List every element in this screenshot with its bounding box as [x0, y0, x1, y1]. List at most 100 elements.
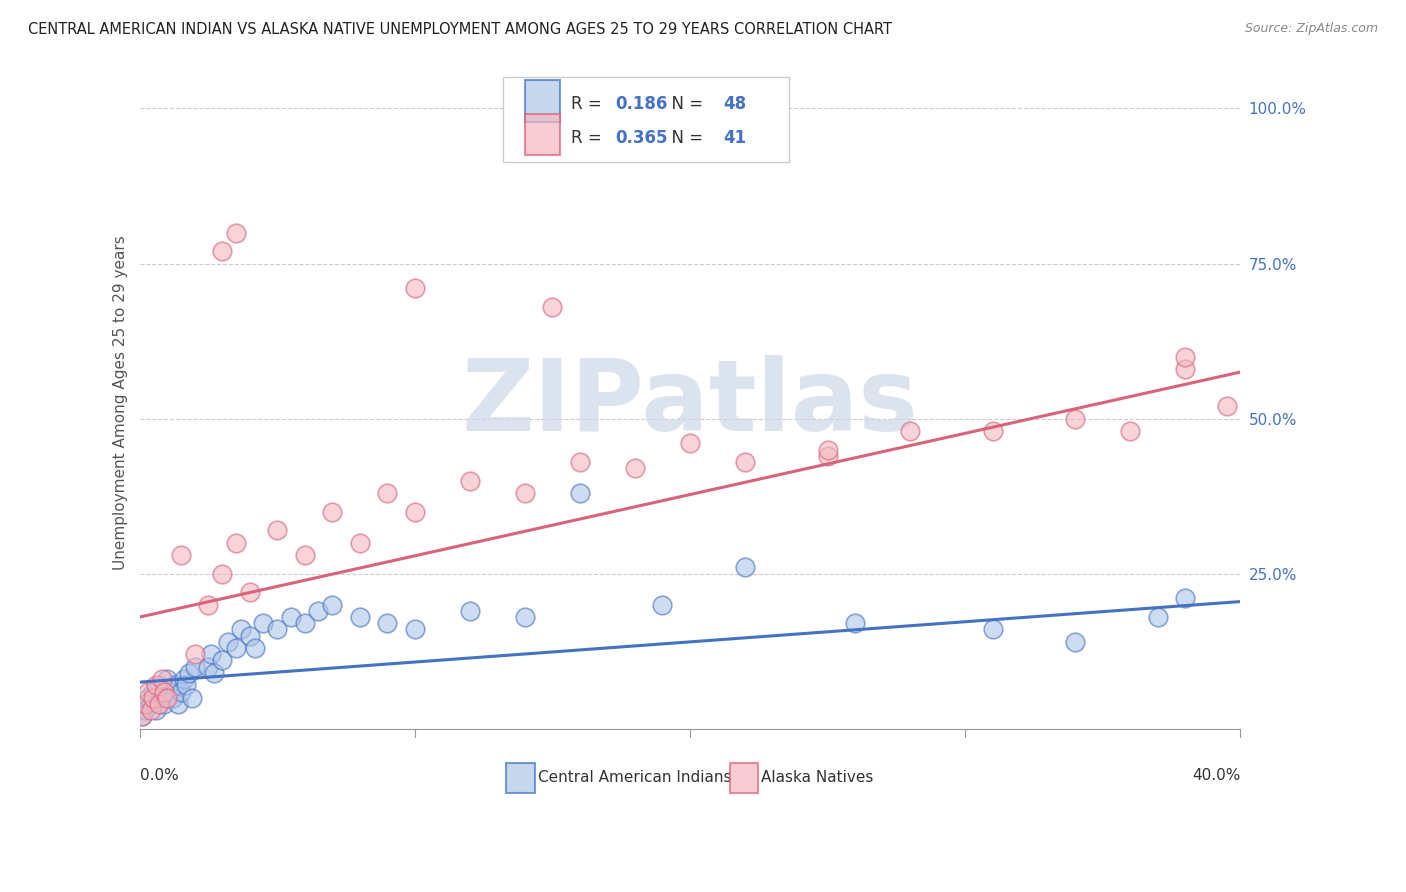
- Point: [817, 449, 839, 463]
- Point: [202, 665, 225, 680]
- Text: N =: N =: [661, 95, 709, 113]
- Point: [217, 635, 239, 649]
- Point: [176, 678, 198, 692]
- Point: [252, 616, 274, 631]
- Point: [1119, 424, 1142, 438]
- Point: [134, 697, 156, 711]
- Point: [131, 709, 153, 723]
- Point: [159, 684, 181, 698]
- Point: [294, 548, 316, 562]
- Text: 48: 48: [723, 95, 747, 113]
- Point: [231, 623, 253, 637]
- Point: [136, 690, 159, 705]
- Point: [225, 535, 247, 549]
- Point: [375, 486, 398, 500]
- Point: [1146, 610, 1168, 624]
- FancyBboxPatch shape: [503, 78, 789, 162]
- Point: [145, 703, 167, 717]
- Point: [180, 690, 202, 705]
- Point: [131, 709, 153, 723]
- Point: [651, 598, 673, 612]
- Point: [679, 436, 702, 450]
- Point: [239, 629, 262, 643]
- Point: [280, 610, 302, 624]
- Y-axis label: Unemployment Among Ages 25 to 29 years: Unemployment Among Ages 25 to 29 years: [114, 235, 128, 571]
- FancyBboxPatch shape: [524, 80, 560, 121]
- Point: [173, 672, 195, 686]
- FancyBboxPatch shape: [730, 764, 758, 793]
- Point: [513, 486, 536, 500]
- Text: 0.186: 0.186: [614, 95, 668, 113]
- Text: Source: ZipAtlas.com: Source: ZipAtlas.com: [1244, 22, 1378, 36]
- Point: [266, 523, 288, 537]
- Point: [148, 678, 170, 692]
- Point: [142, 690, 165, 705]
- Point: [1174, 350, 1197, 364]
- Point: [153, 697, 176, 711]
- Point: [513, 610, 536, 624]
- Point: [568, 455, 591, 469]
- Point: [134, 703, 156, 717]
- Point: [183, 659, 205, 673]
- Point: [142, 684, 165, 698]
- FancyBboxPatch shape: [524, 113, 560, 155]
- Point: [170, 684, 193, 698]
- Point: [156, 690, 179, 705]
- Point: [156, 672, 179, 686]
- Point: [225, 641, 247, 656]
- Point: [239, 585, 262, 599]
- Point: [150, 672, 173, 686]
- Point: [266, 623, 288, 637]
- Text: 40.0%: 40.0%: [1192, 768, 1240, 783]
- Point: [349, 535, 371, 549]
- Point: [817, 442, 839, 457]
- Point: [321, 505, 343, 519]
- Point: [321, 598, 343, 612]
- Point: [211, 653, 233, 667]
- Point: [734, 455, 756, 469]
- Point: [177, 665, 200, 680]
- Point: [1064, 635, 1087, 649]
- Text: 41: 41: [723, 128, 747, 146]
- Text: 0.0%: 0.0%: [139, 768, 179, 783]
- Text: N =: N =: [661, 128, 709, 146]
- Point: [139, 703, 162, 717]
- Point: [197, 659, 219, 673]
- Text: Central American Indians: Central American Indians: [538, 770, 731, 785]
- Point: [167, 697, 190, 711]
- Text: R =: R =: [571, 128, 607, 146]
- Point: [150, 690, 173, 705]
- Point: [458, 474, 481, 488]
- Point: [170, 548, 193, 562]
- Point: [981, 623, 1004, 637]
- Point: [734, 560, 756, 574]
- Point: [349, 610, 371, 624]
- Text: 0.365: 0.365: [614, 128, 668, 146]
- Point: [1215, 399, 1237, 413]
- Point: [243, 641, 266, 656]
- Point: [294, 616, 316, 631]
- Point: [307, 604, 329, 618]
- Point: [165, 678, 187, 692]
- Text: CENTRAL AMERICAN INDIAN VS ALASKA NATIVE UNEMPLOYMENT AMONG AGES 25 TO 29 YEARS : CENTRAL AMERICAN INDIAN VS ALASKA NATIVE…: [28, 22, 893, 37]
- Point: [200, 648, 222, 662]
- Point: [1064, 411, 1087, 425]
- Point: [898, 424, 921, 438]
- Point: [225, 226, 247, 240]
- Point: [375, 616, 398, 631]
- Point: [568, 486, 591, 500]
- Point: [183, 648, 205, 662]
- Point: [624, 461, 647, 475]
- Point: [1174, 591, 1197, 606]
- Text: R =: R =: [571, 95, 607, 113]
- Point: [153, 684, 176, 698]
- Point: [404, 623, 426, 637]
- Point: [458, 604, 481, 618]
- Point: [211, 244, 233, 259]
- Point: [541, 300, 564, 314]
- Point: [981, 424, 1004, 438]
- Point: [404, 505, 426, 519]
- Text: ZIPatlas: ZIPatlas: [461, 355, 918, 451]
- FancyBboxPatch shape: [506, 764, 534, 793]
- Point: [211, 566, 233, 581]
